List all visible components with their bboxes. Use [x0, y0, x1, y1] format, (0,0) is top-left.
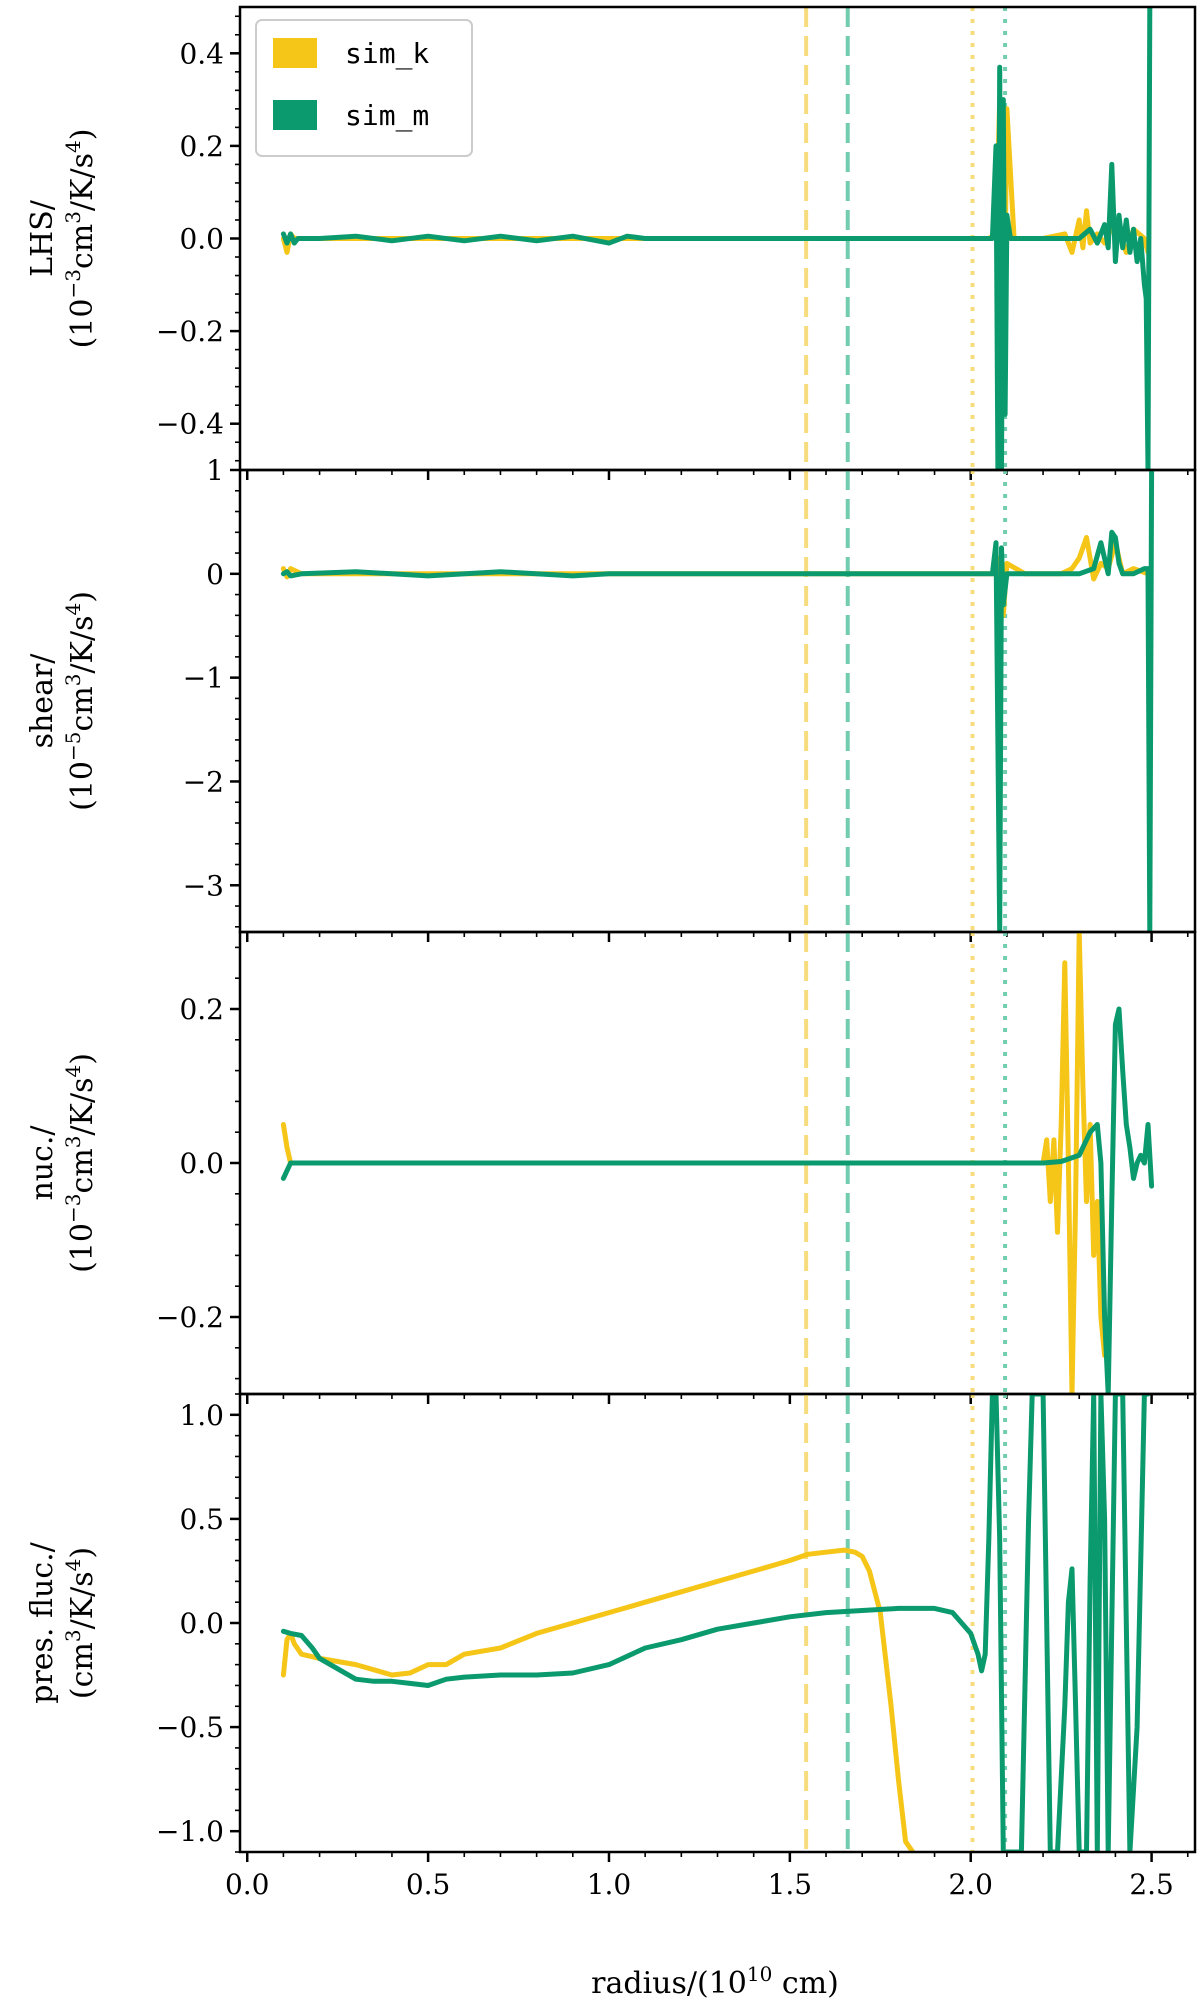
series-line-sim_k	[280, 1547, 916, 1852]
plot-area	[280, 1394, 1151, 1852]
y-tick-label: 0.2	[179, 130, 224, 163]
y-axis-label: shear/	[25, 653, 60, 749]
y-tick-label: 0.2	[179, 993, 224, 1026]
y-tick-label: 0.4	[179, 37, 224, 70]
series-line-sim_m	[280, 470, 1155, 932]
y-tick-label: −0.2	[156, 315, 224, 348]
legend-swatch-sim_k	[273, 38, 317, 68]
x-tick-labels: 0.0 0.5 1.0 1.5 2.0 2.5	[225, 1868, 1174, 1901]
plot-area	[280, 470, 1155, 932]
y-axis-label: pres. fluc./	[25, 1541, 60, 1703]
x-axis-label-main: radius/(10	[591, 1966, 747, 2001]
y-tick-label: 1.0	[179, 1399, 224, 1432]
y-ticks: 1 0 −1 −2 −3	[183, 454, 240, 928]
y-tick-label: 0.0	[179, 223, 224, 256]
legend: sim_k sim_m	[255, 19, 473, 157]
x-ticks	[245, 470, 1189, 480]
legend-label-sim_k: sim_k	[345, 37, 429, 71]
y-tick-label: −1.0	[156, 1815, 224, 1848]
plot-area	[280, 7, 1153, 470]
y-tick-label: −0.5	[156, 1711, 224, 1744]
y-tick-label: 0.5	[179, 1503, 224, 1536]
legend-swatch-sim_m	[273, 100, 317, 130]
series-line-sim_m	[280, 7, 1153, 470]
series-line-sim_m	[280, 1006, 1155, 1394]
x-axis-label-tail: cm)	[772, 1966, 839, 2001]
x-ticks	[245, 932, 1189, 942]
panel-4: 1.0 0.5 0.0 −0.5 −1.0 pres. fluc./(cm3/K/s4)	[25, 1392, 1197, 1862]
y-tick-label: −2	[183, 765, 224, 798]
y-ticks: 1.0 0.5 0.0 −0.5 −1.0	[156, 1393, 240, 1853]
x-tick-label: 2.0	[948, 1868, 993, 1901]
y-ticks: 0.4 0.2 0.0 −0.2 −0.4	[156, 15, 240, 462]
y-tick-label: −1	[183, 662, 224, 695]
y-axis-unit: (cm3/K/s4)	[61, 1547, 100, 1699]
y-axis-unit: (10−5cm3/K/s4)	[61, 591, 100, 811]
axes-frame	[238, 1392, 1197, 1854]
y-axis-label: LHS/	[25, 199, 60, 277]
panel-2: 1 0 −1 −2 −3 shear/(10−5cm3/K/s4)	[25, 454, 1197, 942]
panel-3: 0.2 0.0 −0.2 nuc./(10−3cm3/K/s4)	[25, 930, 1197, 1404]
x-axis-label: radius/(1010 cm)	[591, 1962, 839, 2001]
y-axis-unit: (10−3cm3/K/s4)	[61, 1053, 100, 1273]
panel-1: 0.4 0.2 0.0 −0.2 −0.4 LHS/(10−3cm3/K/s4)	[25, 5, 1197, 480]
x-tick-label: 0.5	[406, 1868, 451, 1901]
y-tick-label: 0	[206, 558, 224, 591]
y-tick-label: 1	[206, 454, 224, 487]
legend-label-sim_m: sim_m	[345, 99, 429, 133]
x-tick-label: 2.5	[1129, 1868, 1174, 1901]
x-tick-label: 1.0	[587, 1868, 632, 1901]
x-tick-label: 1.5	[768, 1868, 813, 1901]
y-ticks: 0.2 0.0 −0.2	[156, 946, 240, 1380]
axes-frame	[238, 468, 1197, 934]
y-tick-label: −0.2	[156, 1301, 224, 1334]
plot-area	[280, 932, 1155, 1394]
x-ticks	[245, 1852, 1189, 1862]
y-axis-label: nuc./	[25, 1125, 60, 1201]
y-tick-label: −3	[183, 869, 224, 902]
panels: 0.40.20.0−0.2−0.4LHS/(10−3cm3/K/s4)10−1−…	[25, 5, 1197, 1901]
y-tick-label: 0.0	[179, 1607, 224, 1640]
x-tick-label: 0.0	[225, 1868, 270, 1901]
y-tick-label: −0.4	[156, 408, 224, 441]
y-tick-label: 0.0	[179, 1147, 224, 1180]
series-line-sim_m	[280, 1394, 1151, 1852]
x-ticks	[245, 1394, 1189, 1404]
y-axis-unit: (10−3cm3/K/s4)	[61, 129, 100, 349]
x-axis-label-exponent: 10	[747, 1962, 772, 1986]
